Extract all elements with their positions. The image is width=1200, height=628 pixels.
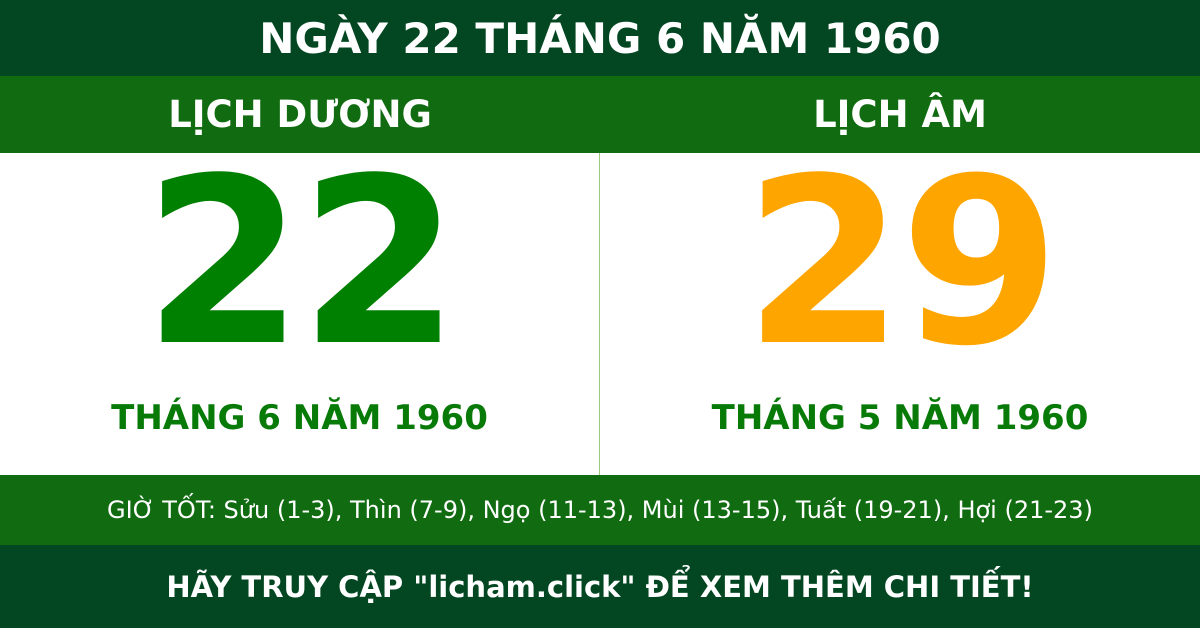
lunar-heading: LỊCH ÂM — [813, 93, 987, 136]
solar-day: 22 — [143, 130, 459, 397]
lunar-month-year: THÁNG 5 NĂM 1960 — [711, 398, 1089, 438]
column-headers: LỊCH DƯƠNG LỊCH ÂM — [0, 76, 1200, 153]
page-title: NGÀY 22 THÁNG 6 NĂM 1960 — [0, 0, 1200, 76]
solar-month-year: THÁNG 6 NĂM 1960 — [111, 398, 488, 438]
good-hours: GIỜ TỐT: Sửu (1-3), Thìn (7-9), Ngọ (11-… — [0, 475, 1200, 545]
lunar-day: 29 — [743, 130, 1060, 397]
solar-heading: LỊCH DƯƠNG — [168, 93, 432, 136]
footer-cta: HÃY TRUY CẬP "licham.click" ĐỂ XEM THÊM … — [0, 545, 1200, 628]
lunar-column: 29 THÁNG 5 NĂM 1960 — [600, 143, 1200, 475]
date-panel: 22 THÁNG 6 NĂM 1960 29 THÁNG 5 NĂM 1960 — [0, 143, 1200, 475]
solar-column: 22 THÁNG 6 NĂM 1960 — [0, 143, 600, 475]
